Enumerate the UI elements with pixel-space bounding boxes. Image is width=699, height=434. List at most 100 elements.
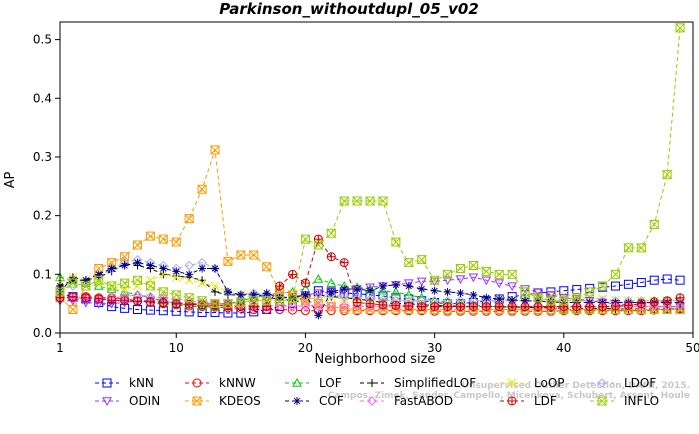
point-inflo-10 [171, 290, 182, 300]
point-cof-24 [353, 284, 362, 293]
point-ldf-24 [352, 297, 362, 307]
point-inflo-18 [274, 296, 285, 306]
point-lof-21 [313, 273, 324, 283]
point-odin-25 [365, 283, 375, 293]
axes: 1 10 20 30 40 50 0.0 0.1 0.2 0.3 0.4 0.5 [33, 21, 699, 355]
point-inflo-38 [532, 293, 544, 303]
chart-title: Parkinson_withoutdupl_05_v02 [219, 0, 479, 18]
point-loop-22 [326, 293, 336, 303]
point-inflo-2 [67, 278, 79, 288]
legend-item-ldf: LDF [500, 394, 557, 408]
legend-marker-odin [102, 397, 112, 407]
watermark-authors: Campos, Zimek, Sander, Campello, Micenko… [328, 391, 690, 401]
point-inflo-34 [481, 266, 492, 276]
y-tick-label-3: 0.3 [33, 150, 52, 164]
point-cof-9 [159, 264, 168, 273]
point-ldf-18 [275, 281, 285, 291]
y-axis-label: AP [3, 171, 18, 188]
point-cof-15 [236, 290, 245, 299]
legend-label-knnw: kNNW [219, 376, 256, 390]
point-cof-27 [391, 280, 400, 289]
point-ldof-23 [339, 291, 349, 302]
point-ldf-2 [68, 292, 78, 302]
point-cof-17 [262, 289, 271, 298]
point-cof-8 [146, 261, 155, 270]
legend-marker-simplifiedlof [368, 379, 376, 387]
point-ldf-25 [365, 299, 375, 309]
point-inflo-26 [377, 196, 389, 206]
series-inflo [54, 23, 686, 309]
point-odin-21 [313, 289, 324, 299]
watermark-paper: Unsupervised Outlier Detection, DAMI, 20… [462, 381, 690, 391]
point-inflo-30 [429, 275, 440, 285]
x-tick-label-2: 20 [298, 341, 313, 355]
legend-label-cof: COF [319, 394, 344, 408]
point-ldf-30 [430, 302, 440, 312]
point-loop-11 [184, 275, 194, 285]
point-inflo-13 [209, 299, 221, 309]
point-lof-26 [378, 285, 388, 295]
point-fastabod-25 [365, 301, 375, 312]
legend-marker-fastabod [367, 396, 377, 406]
point-kdeos-8 [145, 231, 155, 241]
point-loop-12 [197, 278, 207, 288]
legend-item-cof: COF [285, 394, 344, 408]
point-inflo-25 [364, 196, 376, 206]
x-tick-label-3: 30 [427, 341, 442, 355]
point-inflo-14 [222, 299, 234, 309]
legend-label-loop: LoOP [534, 376, 565, 390]
point-inflo-7 [132, 275, 143, 285]
point-inflo-4 [93, 275, 104, 285]
point-knn-44 [610, 281, 620, 291]
point-kdeos-2 [68, 305, 78, 315]
point-cof-29 [417, 284, 426, 293]
point-fastabod-48 [662, 301, 672, 312]
series-line-inflo [59, 27, 681, 305]
point-loop-4 [94, 278, 104, 288]
legend-item-fastabod: FastABOD [360, 394, 453, 408]
point-ldf-8 [145, 297, 155, 307]
legend-marker-ldf [507, 396, 517, 406]
point-ldf-19 [288, 269, 298, 279]
point-inflo-41 [571, 293, 582, 303]
point-cof-5 [107, 264, 116, 273]
point-inflo-5 [106, 281, 117, 291]
point-ldf-47 [649, 297, 659, 307]
x-tick-label-1: 10 [169, 341, 184, 355]
point-ldf-27 [391, 300, 401, 310]
y-tick-label-2: 0.2 [33, 209, 52, 223]
point-ldf-9 [158, 297, 168, 307]
point-loop-23 [339, 294, 349, 304]
point-loop-10 [171, 272, 181, 282]
point-kdeos-11 [184, 214, 194, 224]
point-kdeos-13 [210, 145, 220, 155]
point-knn-45 [623, 279, 633, 289]
point-ldof-22 [326, 290, 336, 300]
point-odin-31 [442, 276, 453, 286]
legend-item-odin: ODIN [95, 394, 160, 408]
point-ldf-23 [339, 258, 349, 268]
legend-item-inflo: INFLO [590, 394, 659, 408]
point-inflo-39 [545, 296, 557, 306]
point-cof-12 [198, 264, 207, 273]
point-ldf-37 [520, 302, 530, 312]
point-odin-32 [455, 275, 466, 285]
legend-marker-kdeos [192, 396, 202, 406]
point-cof-6 [120, 261, 129, 270]
point-fastabod-28 [404, 301, 414, 312]
point-odin-39 [546, 291, 556, 300]
point-kdeos-7 [133, 240, 143, 250]
point-cof-14 [223, 287, 232, 296]
point-kdeos-6 [120, 252, 130, 262]
watermark: Campos, Zimek, Sander, Campello, Micenko… [328, 381, 690, 401]
legend-marker-loop [507, 378, 517, 388]
point-cof-22 [327, 287, 336, 296]
point-inflo-6 [119, 278, 130, 288]
point-fastabod-24 [352, 301, 362, 311]
point-inflo-20 [300, 234, 311, 244]
point-ldf-3 [81, 293, 91, 303]
point-ldf-20 [300, 278, 310, 288]
point-ldf-29 [417, 302, 427, 312]
point-ldf-48 [662, 296, 672, 306]
point-cof-18 [275, 293, 284, 302]
